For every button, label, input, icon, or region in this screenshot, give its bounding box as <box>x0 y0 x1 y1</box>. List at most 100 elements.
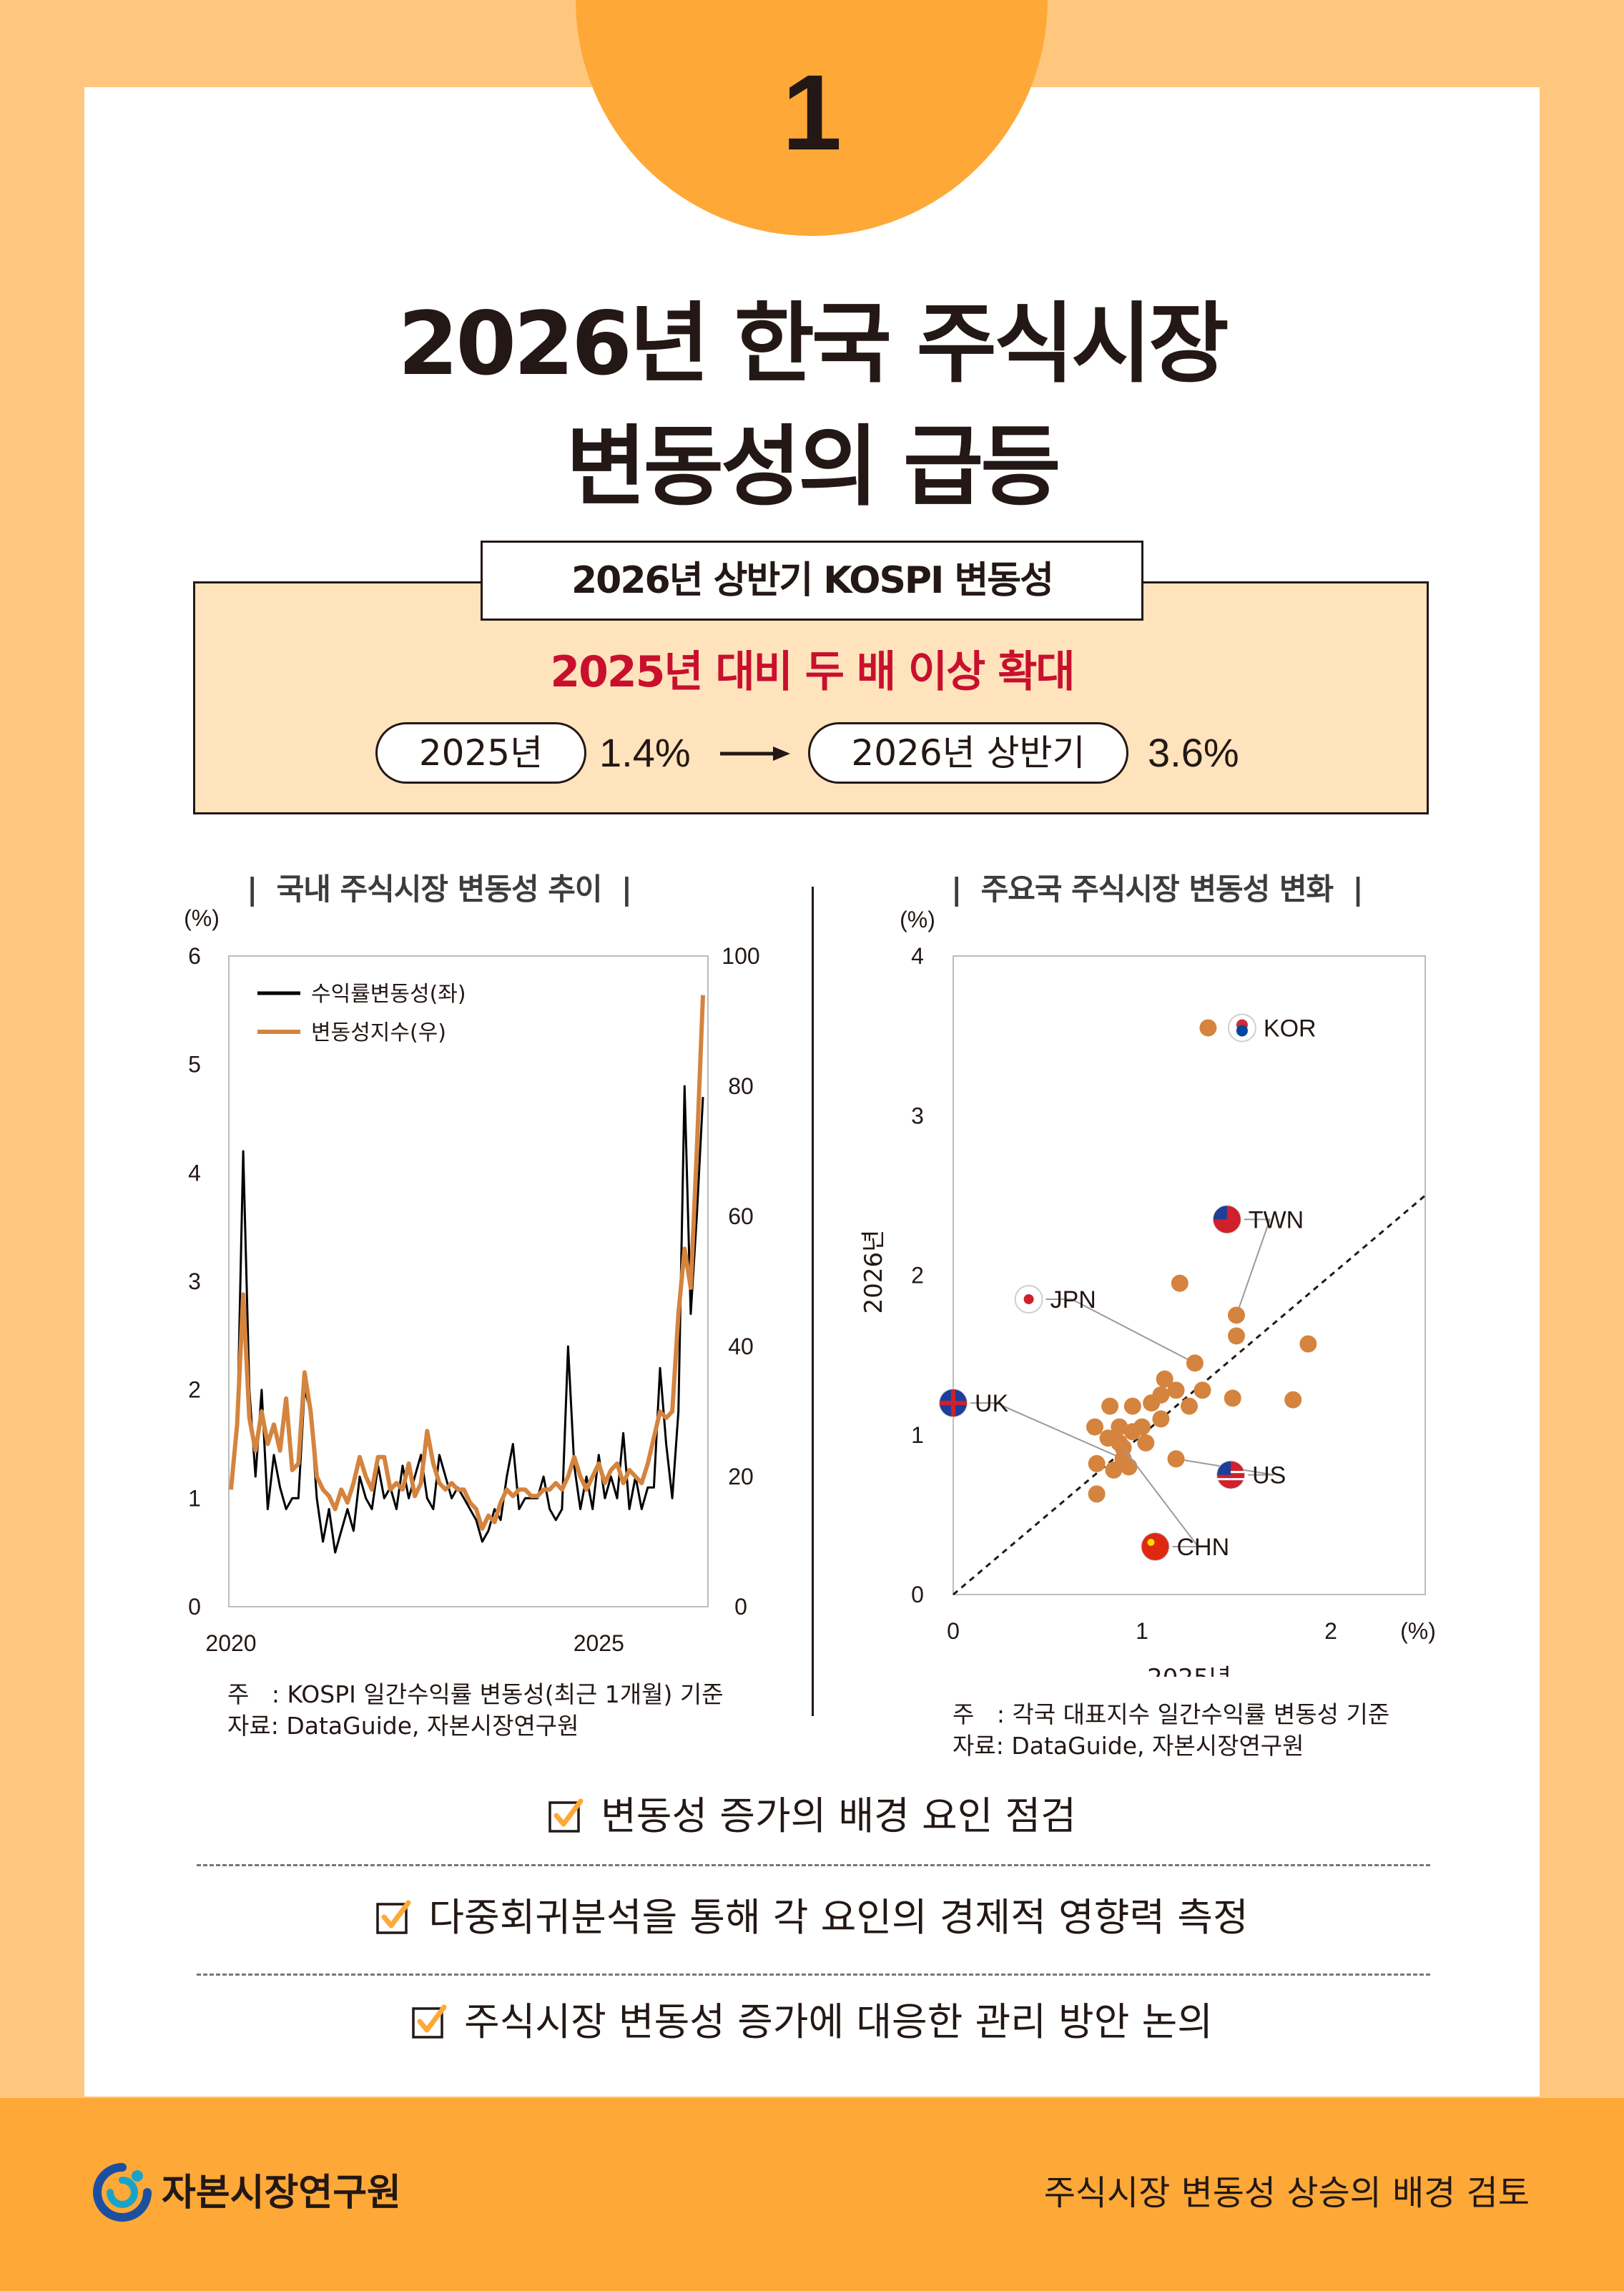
institute-logo-icon <box>93 2163 152 2222</box>
from-value: 1.4% <box>599 730 691 775</box>
x-unit: (%) <box>1400 1618 1436 1644</box>
y-tick-right: 100 <box>722 943 759 969</box>
from-period-pill: 2025년 <box>375 722 586 784</box>
checklist-text: 다중회귀분석을 통해 각 요인의 경제적 영향력 측정 <box>428 1895 1249 1940</box>
legend-label: 수익률변동성(좌) <box>311 982 466 1007</box>
y-tick-right: 60 <box>728 1203 754 1229</box>
leader-line <box>970 1402 1124 1460</box>
y-tick: 1 <box>911 1422 924 1448</box>
scatter-point <box>1086 1418 1103 1436</box>
divider-dashed <box>197 1864 1430 1866</box>
title-line-2: 변동성의 급등 <box>566 416 1061 518</box>
x-tick: 2020 <box>205 1630 256 1656</box>
country-label: KOR <box>1264 1015 1317 1042</box>
country-label: CHN <box>1176 1534 1229 1561</box>
scatter-point <box>1111 1418 1128 1436</box>
flag-detail <box>1023 1294 1034 1304</box>
scatter-point <box>1284 1391 1302 1409</box>
x-tick: 2025 <box>574 1630 624 1656</box>
y-tick-left: 3 <box>188 1268 201 1294</box>
scatter-point <box>1133 1418 1151 1436</box>
scatter-point <box>1152 1410 1170 1428</box>
arrow-right-icon <box>720 747 790 761</box>
right-chart-title: | 주요국 주식시장 변동성 변화 | <box>951 872 1364 907</box>
scatter-point <box>1171 1274 1189 1292</box>
y-tick-right: 20 <box>728 1464 754 1489</box>
institute-logo-text: 자본시장연구원 <box>162 2172 401 2214</box>
scatter-point <box>1105 1461 1123 1479</box>
reference-line <box>953 1194 1426 1596</box>
y-tick-right: 40 <box>728 1334 754 1359</box>
leader-line <box>1236 1218 1271 1316</box>
scatter-point-twn <box>1228 1306 1245 1324</box>
x-axis-label: 2025년 <box>1147 1664 1231 1677</box>
to-value: 3.6% <box>1148 730 1239 775</box>
x-tick: 0 <box>947 1618 960 1644</box>
x-tick: 1 <box>1136 1618 1148 1644</box>
badge-number: 1 <box>782 52 842 172</box>
country-label: UK <box>975 1390 1009 1417</box>
y-tick-left: 0 <box>188 1594 201 1620</box>
scatter-point-jpn <box>1186 1354 1204 1372</box>
left-chart-title: | 국내 주식시장 변동성 추이 | <box>247 872 632 907</box>
scatter-point-chn <box>1111 1434 1128 1452</box>
y-tick-right: 0 <box>734 1594 747 1620</box>
chart-divider <box>812 887 814 1716</box>
right-note-prefix: 주 <box>953 1700 975 1728</box>
leader-line <box>1045 1298 1196 1364</box>
y-axis-label: 2026년 <box>860 1230 888 1314</box>
right-chart-note: 주 : 각국 대표지수 일간수익률 변동성 기준 자료: DataGuide, … <box>953 1699 1389 1762</box>
y-tick: 4 <box>911 943 924 969</box>
checklist-item: 다중회귀분석을 통해 각 요인의 경제적 영향력 측정 <box>0 1889 1624 1946</box>
left-chart-note: 주 : KOSPI 일간수익률 변동성(최근 1개월) 기준 자료: DataG… <box>227 1679 724 1742</box>
leader-line <box>1118 1442 1200 1548</box>
scatter-point-us <box>1167 1450 1185 1468</box>
y-tick-left: 1 <box>188 1485 201 1511</box>
scatter-point <box>1152 1386 1170 1404</box>
scatter-point <box>1088 1454 1106 1472</box>
checkbox-checked-icon <box>376 1900 411 1935</box>
y-tick: 3 <box>911 1103 924 1128</box>
right-note-line1: : 각국 대표지수 일간수익률 변동성 기준 <box>996 1700 1390 1728</box>
legend-label: 변동성지수(우) <box>311 1020 446 1045</box>
checklist-text: 주식시장 변동성 증가에 대응한 관리 방안 논의 <box>464 1999 1213 2044</box>
flag-detail <box>1236 1025 1248 1037</box>
divider-dashed <box>197 1974 1430 1976</box>
right-note-source: 자료: DataGuide, 자본시장연구원 <box>953 1732 1304 1760</box>
left-note-source: 자료: DataGuide, 자본시장연구원 <box>227 1712 579 1740</box>
y-tick: 2 <box>911 1263 924 1289</box>
x-tick: 2 <box>1324 1618 1337 1644</box>
footer-bar <box>0 2098 1624 2291</box>
left-note-prefix: 주 <box>227 1680 250 1708</box>
right-chart-title-text: 주요국 주식시장 변동성 변화 <box>980 872 1334 907</box>
scatter-point <box>1194 1381 1211 1399</box>
checklist-item: 변동성 증가의 배경 요인 점검 <box>0 1788 1624 1845</box>
checkbox-checked-icon <box>412 2004 447 2039</box>
checkbox-checked-icon <box>548 1798 584 1833</box>
scatter-point <box>1101 1397 1119 1415</box>
y-tick: 0 <box>911 1582 924 1607</box>
summary-headline: 2025년 대비 두 배 이상 확대 <box>550 647 1075 697</box>
footer-topic: 주식시장 변동성 상승의 배경 검토 <box>1043 2173 1530 2213</box>
country-label: US <box>1252 1462 1286 1489</box>
y-tick-left: 4 <box>188 1160 201 1186</box>
left-note-line1: : KOSPI 일간수익률 변동성(최근 1개월) 기준 <box>271 1680 724 1708</box>
scatter-point-kor <box>1199 1019 1217 1037</box>
scatter-point-uk <box>1114 1450 1132 1468</box>
series-line <box>229 995 705 1531</box>
checklist-item: 주식시장 변동성 증가에 대응한 관리 방안 논의 <box>0 1994 1624 2051</box>
y-unit-left: (%) <box>184 905 220 931</box>
institute-logo: 자본시장연구원 <box>93 2161 401 2225</box>
flag-detail <box>1213 1206 1227 1220</box>
left-chart-title-text: 국내 주식시장 변동성 추이 <box>276 872 603 907</box>
flag-detail <box>1217 1461 1231 1475</box>
to-period-pill: 2026년 상반기 <box>808 722 1128 784</box>
flag-detail <box>1147 1539 1155 1547</box>
scatter-point <box>1088 1485 1106 1503</box>
summary-box-title: 2026년 상반기 KOSPI 변동성 <box>481 541 1143 621</box>
y-tick-left: 2 <box>188 1377 201 1403</box>
scatter-point <box>1167 1381 1185 1399</box>
y-tick-left: 6 <box>188 943 201 969</box>
scatter-point <box>1224 1389 1241 1407</box>
y-unit: (%) <box>900 907 935 932</box>
